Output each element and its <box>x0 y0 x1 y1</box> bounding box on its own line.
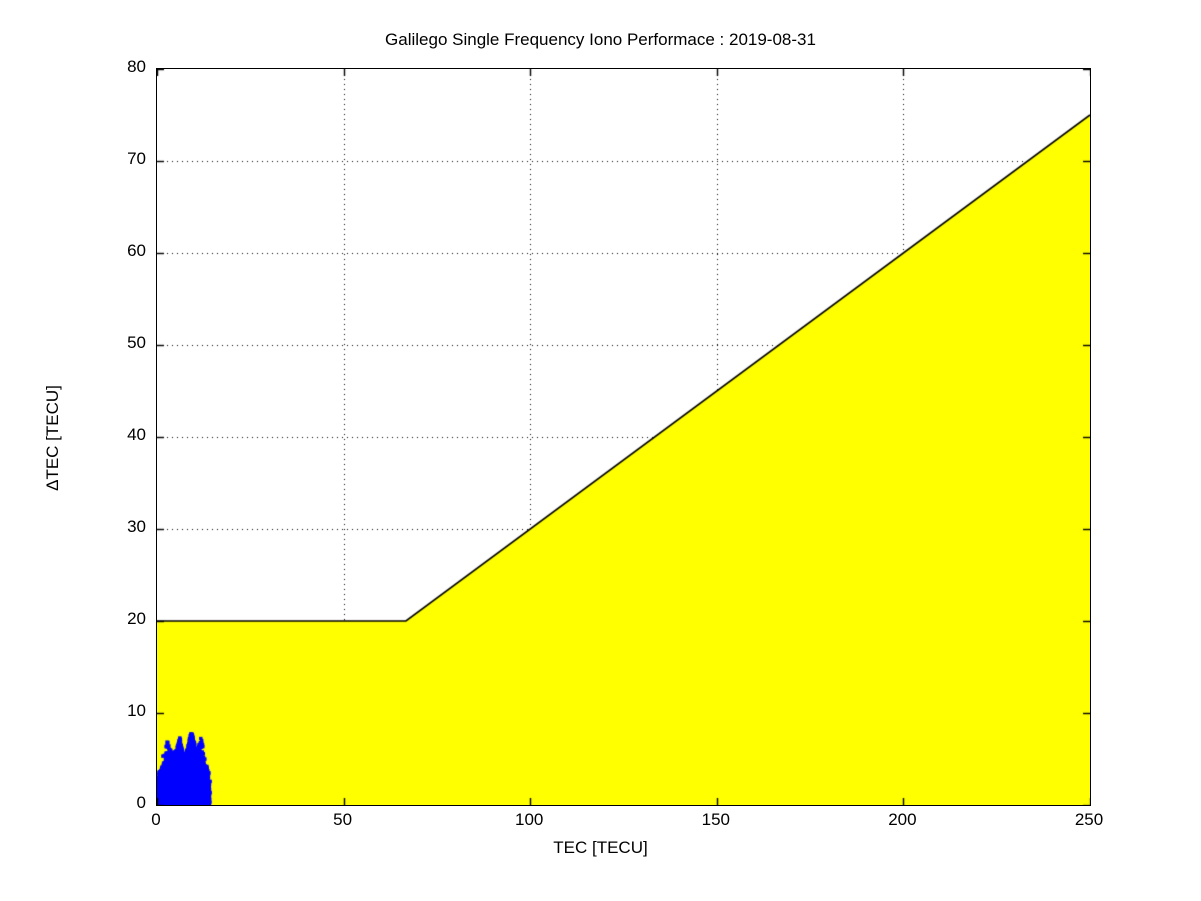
y-tick-label: 60 <box>127 241 146 260</box>
y-axis-label: ΔTEC [TECU] <box>43 385 62 491</box>
x-tick-label: 200 <box>888 810 917 829</box>
y-axis-label-container: ΔTEC [TECU] <box>0 0 62 901</box>
y-tick-label: 50 <box>127 333 146 352</box>
x-tick-label: 100 <box>515 810 544 829</box>
y-tick-label: 70 <box>127 149 146 168</box>
chart-title: Galilego Single Frequency Iono Performac… <box>385 30 816 49</box>
y-tick-label: 0 <box>136 793 146 812</box>
plot-area[interactable] <box>156 68 1091 806</box>
y-tick-label: 80 <box>127 57 146 76</box>
y-tick-label: 40 <box>127 425 146 444</box>
x-axis-label: TEC [TECU] <box>553 838 648 857</box>
y-tick-label: 30 <box>127 517 146 536</box>
x-tick-label: 0 <box>151 810 161 829</box>
x-tick-label: 50 <box>333 810 353 829</box>
x-tick-label: 150 <box>701 810 730 829</box>
x-tick-label: 250 <box>1074 810 1104 829</box>
plot-canvas[interactable] <box>157 69 1090 805</box>
y-tick-label: 20 <box>127 609 146 628</box>
y-tick-label: 10 <box>127 701 146 720</box>
